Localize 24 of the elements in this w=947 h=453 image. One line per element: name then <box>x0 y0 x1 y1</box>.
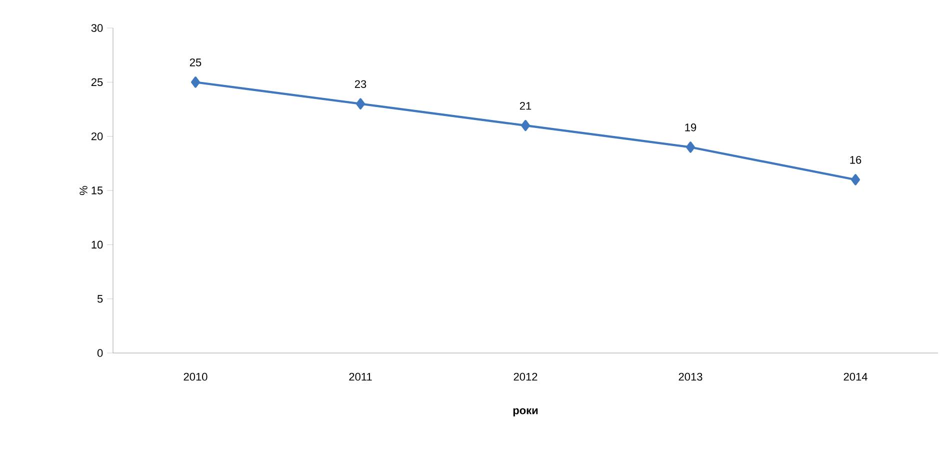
point <box>521 120 530 132</box>
x-axis-title: роки <box>513 408 538 416</box>
data-label: 21 <box>520 102 532 110</box>
x-tick-label: 2011 <box>349 372 372 381</box>
y-tick-label: 10 <box>92 240 103 249</box>
y-tick-label: 5 <box>97 295 103 303</box>
data-label: 23 <box>354 80 366 88</box>
data-label: 25 <box>190 58 202 66</box>
data-label: 16 <box>850 156 862 164</box>
y-axis-title: % <box>80 186 88 195</box>
y-tick-label: 20 <box>91 132 103 140</box>
y-tick-label: 25 <box>91 78 103 86</box>
point <box>851 174 860 186</box>
data-label: 19 <box>685 124 696 132</box>
point <box>356 98 365 110</box>
x-tick-label: 2014 <box>844 372 868 381</box>
x-tick-label: 2012 <box>514 372 538 381</box>
point <box>686 142 695 153</box>
y-tick-label: 15 <box>92 186 103 194</box>
y-tick-label: 30 <box>91 24 103 32</box>
x-tick-label: 2010 <box>184 372 208 381</box>
y-tick-label: 0 <box>97 349 103 357</box>
x-tick-label: 2013 <box>678 372 702 381</box>
point <box>191 76 200 88</box>
